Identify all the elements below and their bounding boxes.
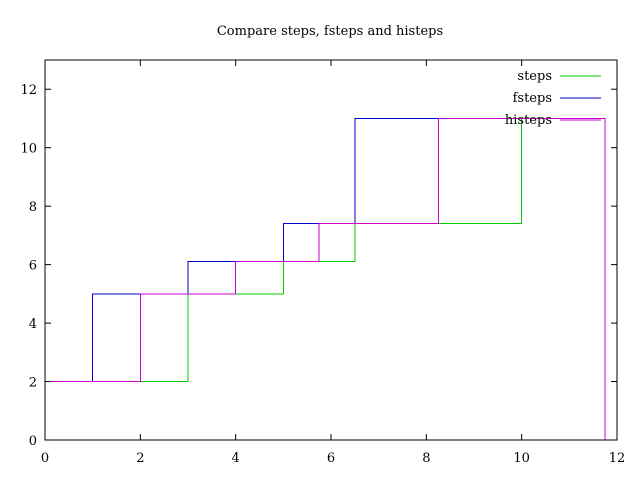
y-tick-label: 0 (29, 434, 37, 449)
series-steps-line (92, 118, 523, 383)
x-tick-label: 6 (327, 451, 335, 466)
x-tick-label: 12 (609, 451, 626, 466)
x-tick-label: 10 (513, 451, 530, 466)
legend-label-steps: steps (517, 69, 552, 84)
series-histeps-line (45, 117, 606, 440)
x-tick-label: 8 (422, 451, 430, 466)
legend-label-fsteps: fsteps (513, 91, 552, 106)
legend-label-histeps: histeps (505, 113, 552, 128)
series-layer (45, 117, 606, 440)
x-tick-label: 2 (136, 451, 144, 466)
y-tick-label: 2 (29, 376, 37, 391)
axes-layer: 0 2 4 6 8 10 12 0 2 4 6 8 10 12 (20, 59, 626, 466)
y-tick-label: 6 (29, 259, 37, 274)
x-tick-label: 4 (232, 451, 240, 466)
series-fsteps-line (92, 117, 522, 382)
y-tick-label: 8 (29, 200, 37, 215)
y-tick-label: 10 (20, 142, 37, 157)
legend: steps fsteps histeps (505, 69, 601, 128)
y-tick-label: 12 (20, 83, 37, 98)
y-tick-label: 4 (29, 317, 37, 332)
chart-title: Compare steps, fsteps and histeps (217, 24, 443, 39)
x-tick-label: 0 (41, 451, 49, 466)
